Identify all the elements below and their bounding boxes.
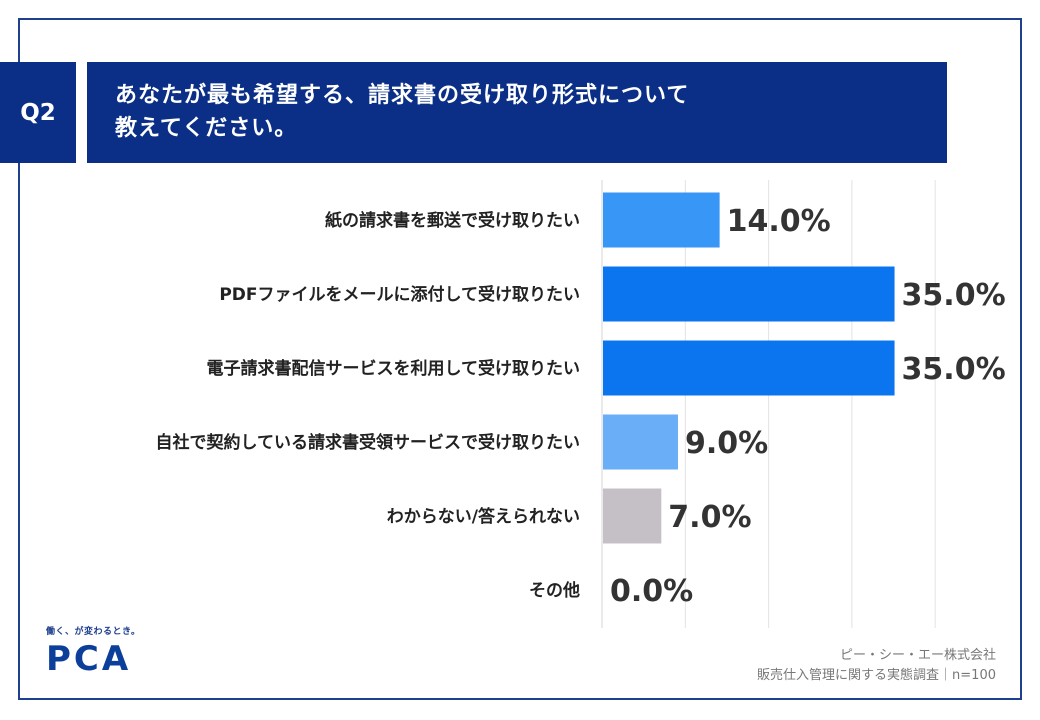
bar	[603, 340, 895, 396]
bar	[603, 488, 662, 544]
outer-frame	[18, 18, 1022, 700]
question-badge: Q2	[0, 62, 76, 163]
value-label: 9.0%	[685, 426, 768, 461]
pca-logo-block: 働く、が変わるとき。 PCA	[46, 624, 141, 677]
bar	[603, 266, 895, 322]
value-label: 14.0%	[727, 204, 831, 239]
footer-company: ピー・シー・エー株式会社	[839, 648, 996, 663]
footer-survey-info: 販売仕入管理に関する実態調査｜n=100	[757, 668, 996, 683]
question-title-line2: 教えてください。	[115, 116, 298, 141]
value-label: 35.0%	[902, 278, 1006, 313]
value-label: 0.0%	[610, 574, 693, 609]
category-label: わからない/答えられない	[387, 506, 580, 527]
bar	[603, 192, 720, 248]
question-number: Q2	[20, 99, 56, 126]
brand-tagline: 働く、が変わるとき。	[46, 627, 141, 637]
category-label: PDFファイルをメールに添付して受け取りたい	[219, 284, 580, 305]
question-title-box: あなたが最も希望する、請求書の受け取り形式について 教えてください。	[87, 62, 947, 163]
value-label: 7.0%	[668, 500, 751, 535]
question-title-line1: あなたが最も希望する、請求書の受け取り形式について	[115, 83, 690, 108]
bar	[603, 414, 678, 470]
category-label: 電子請求書配信サービスを利用して受け取りたい	[207, 358, 581, 379]
footer-credits: ピー・シー・エー株式会社 販売仕入管理に関する実態調査｜n=100	[757, 646, 996, 686]
category-label: その他	[529, 580, 580, 601]
value-label: 35.0%	[902, 352, 1006, 387]
category-label: 自社で契約している請求書受領サービスで受け取りたい	[156, 432, 581, 453]
pca-logo: PCA	[46, 639, 132, 679]
category-label: 紙の請求書を郵送で受け取りたい	[325, 210, 580, 231]
